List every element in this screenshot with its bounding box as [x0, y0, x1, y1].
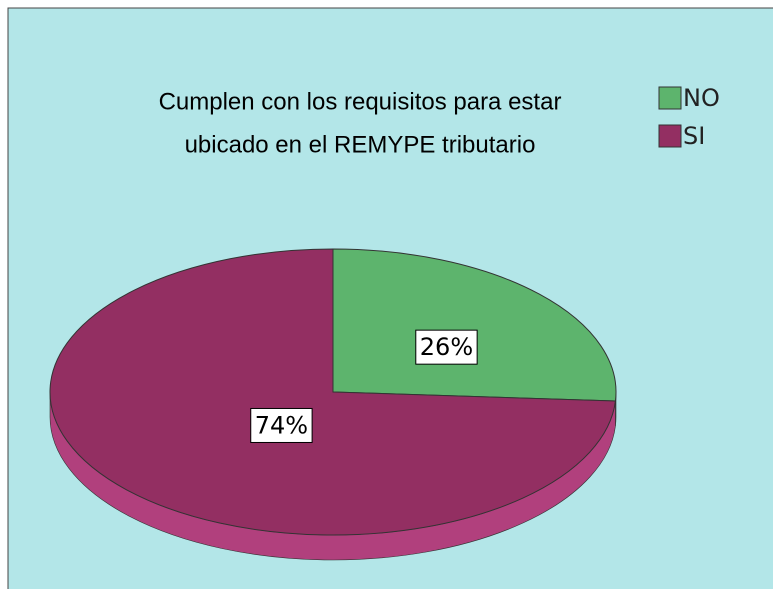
data-label: 26%	[420, 333, 473, 361]
legend-swatch	[658, 86, 682, 110]
data-label-box	[250, 407, 313, 443]
slice	[332, 248, 617, 402]
data-label: 74%	[255, 411, 308, 439]
data-label-box	[415, 329, 478, 365]
slice	[49, 248, 617, 536]
legend-swatch	[658, 124, 682, 148]
legend-label: SI	[683, 122, 705, 150]
legend-label: NO	[683, 84, 720, 112]
chart-title: ubicado en el REMYPE tributario	[185, 131, 536, 158]
chart-title: Cumplen con los requisitos para estar	[159, 88, 562, 115]
